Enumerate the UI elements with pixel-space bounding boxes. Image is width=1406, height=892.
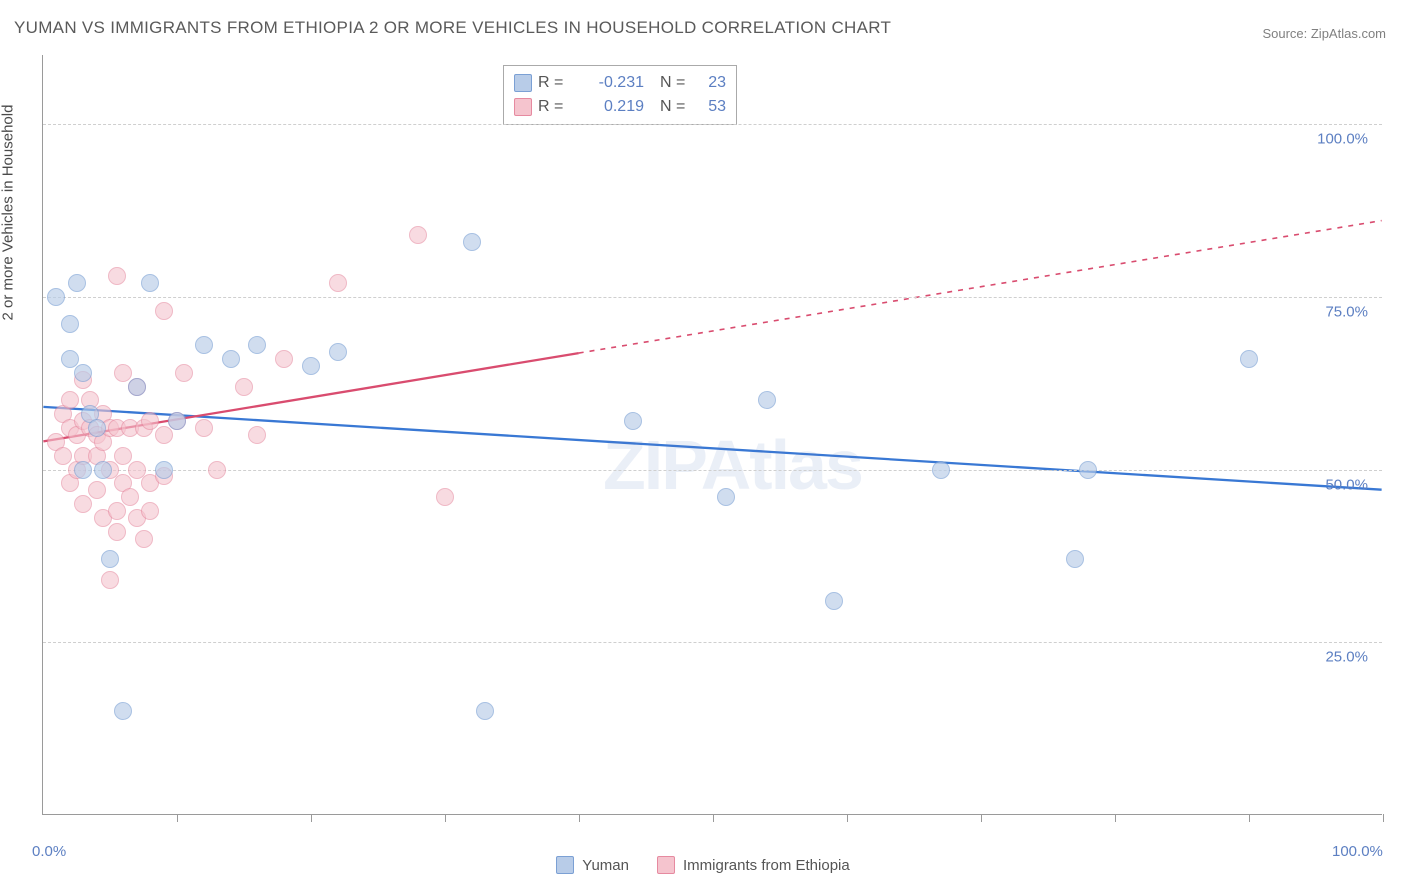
scatter-point xyxy=(717,488,735,506)
x-tick xyxy=(981,814,982,822)
scatter-point xyxy=(248,336,266,354)
scatter-point xyxy=(74,364,92,382)
scatter-point xyxy=(463,233,481,251)
scatter-point xyxy=(108,267,126,285)
scatter-point xyxy=(409,226,427,244)
scatter-point xyxy=(248,426,266,444)
y-tick-label: 25.0% xyxy=(1325,649,1368,666)
legend-item: Yuman xyxy=(556,856,629,874)
x-tick-label: 100.0% xyxy=(1332,843,1383,860)
y-tick-label: 75.0% xyxy=(1325,303,1368,320)
trend-line-dashed xyxy=(579,221,1382,353)
scatter-point xyxy=(121,488,139,506)
legend-swatch xyxy=(514,74,532,92)
scatter-point xyxy=(758,391,776,409)
x-tick xyxy=(311,814,312,822)
x-tick xyxy=(445,814,446,822)
scatter-point xyxy=(275,350,293,368)
scatter-point xyxy=(74,461,92,479)
legend-n-value: 53 xyxy=(696,98,726,116)
x-tick-label: 0.0% xyxy=(32,843,66,860)
legend-r-label: R = xyxy=(538,98,570,116)
scatter-point xyxy=(476,702,494,720)
scatter-point xyxy=(101,550,119,568)
legend-n-label: N = xyxy=(660,98,690,116)
trend-lines-layer xyxy=(43,55,1382,814)
scatter-point xyxy=(61,315,79,333)
legend-swatch xyxy=(657,856,675,874)
scatter-point xyxy=(329,343,347,361)
x-tick xyxy=(177,814,178,822)
scatter-point xyxy=(222,350,240,368)
scatter-point xyxy=(68,274,86,292)
legend-label: Yuman xyxy=(582,857,629,874)
scatter-point xyxy=(135,530,153,548)
scatter-point xyxy=(155,302,173,320)
scatter-point xyxy=(101,571,119,589)
scatter-point xyxy=(128,378,146,396)
chart-title: YUMAN VS IMMIGRANTS FROM ETHIOPIA 2 OR M… xyxy=(14,18,891,38)
scatter-point xyxy=(624,412,642,430)
scatter-point xyxy=(302,357,320,375)
legend-swatch xyxy=(556,856,574,874)
x-tick xyxy=(1115,814,1116,822)
scatter-point xyxy=(108,502,126,520)
y-tick-label: 100.0% xyxy=(1317,131,1368,148)
scatter-point xyxy=(88,419,106,437)
legend-series: Yuman Immigrants from Ethiopia xyxy=(0,856,1406,878)
x-tick xyxy=(847,814,848,822)
scatter-point xyxy=(74,495,92,513)
scatter-point xyxy=(61,391,79,409)
scatter-point xyxy=(1066,550,1084,568)
x-tick xyxy=(1383,814,1384,822)
scatter-point xyxy=(47,288,65,306)
scatter-point xyxy=(155,461,173,479)
gridline xyxy=(43,124,1382,125)
scatter-point xyxy=(195,419,213,437)
x-tick xyxy=(1249,814,1250,822)
scatter-point xyxy=(141,502,159,520)
scatter-point xyxy=(1079,461,1097,479)
x-tick xyxy=(579,814,580,822)
scatter-point xyxy=(175,364,193,382)
scatter-point xyxy=(108,523,126,541)
scatter-point xyxy=(141,274,159,292)
scatter-point xyxy=(235,378,253,396)
x-tick xyxy=(713,814,714,822)
scatter-point xyxy=(208,461,226,479)
legend-stats-row: R = -0.231 N = 23 xyxy=(514,71,726,95)
plot-area: ZIPAtlas R =-0.231N =23R =0.219N =53 25.… xyxy=(42,55,1382,815)
scatter-point xyxy=(168,412,186,430)
legend-item: Immigrants from Ethiopia xyxy=(657,856,850,874)
legend-label: Immigrants from Ethiopia xyxy=(683,857,850,874)
scatter-point xyxy=(1240,350,1258,368)
legend-r-label: R = xyxy=(538,74,570,92)
y-tick-label: 50.0% xyxy=(1325,476,1368,493)
legend-n-label: N = xyxy=(660,74,690,92)
scatter-point xyxy=(436,488,454,506)
trend-line xyxy=(43,407,1381,490)
scatter-point xyxy=(114,702,132,720)
y-axis-title: 2 or more Vehicles in Household xyxy=(0,105,17,321)
scatter-point xyxy=(195,336,213,354)
legend-stats-row: R = 0.219 N = 53 xyxy=(514,95,726,119)
legend-r-value: -0.231 xyxy=(576,74,644,92)
scatter-point xyxy=(329,274,347,292)
legend-r-value: 0.219 xyxy=(576,98,644,116)
scatter-point xyxy=(932,461,950,479)
legend-n-value: 23 xyxy=(696,74,726,92)
scatter-point xyxy=(155,426,173,444)
scatter-point xyxy=(88,481,106,499)
scatter-point xyxy=(94,461,112,479)
gridline xyxy=(43,642,1382,643)
gridline xyxy=(43,470,1382,471)
chart-source: Source: ZipAtlas.com xyxy=(1262,26,1386,41)
legend-swatch xyxy=(514,98,532,116)
gridline xyxy=(43,297,1382,298)
scatter-point xyxy=(825,592,843,610)
legend-stats: R = -0.231 N = 23 R = 0.219 N = 53 xyxy=(503,65,737,125)
